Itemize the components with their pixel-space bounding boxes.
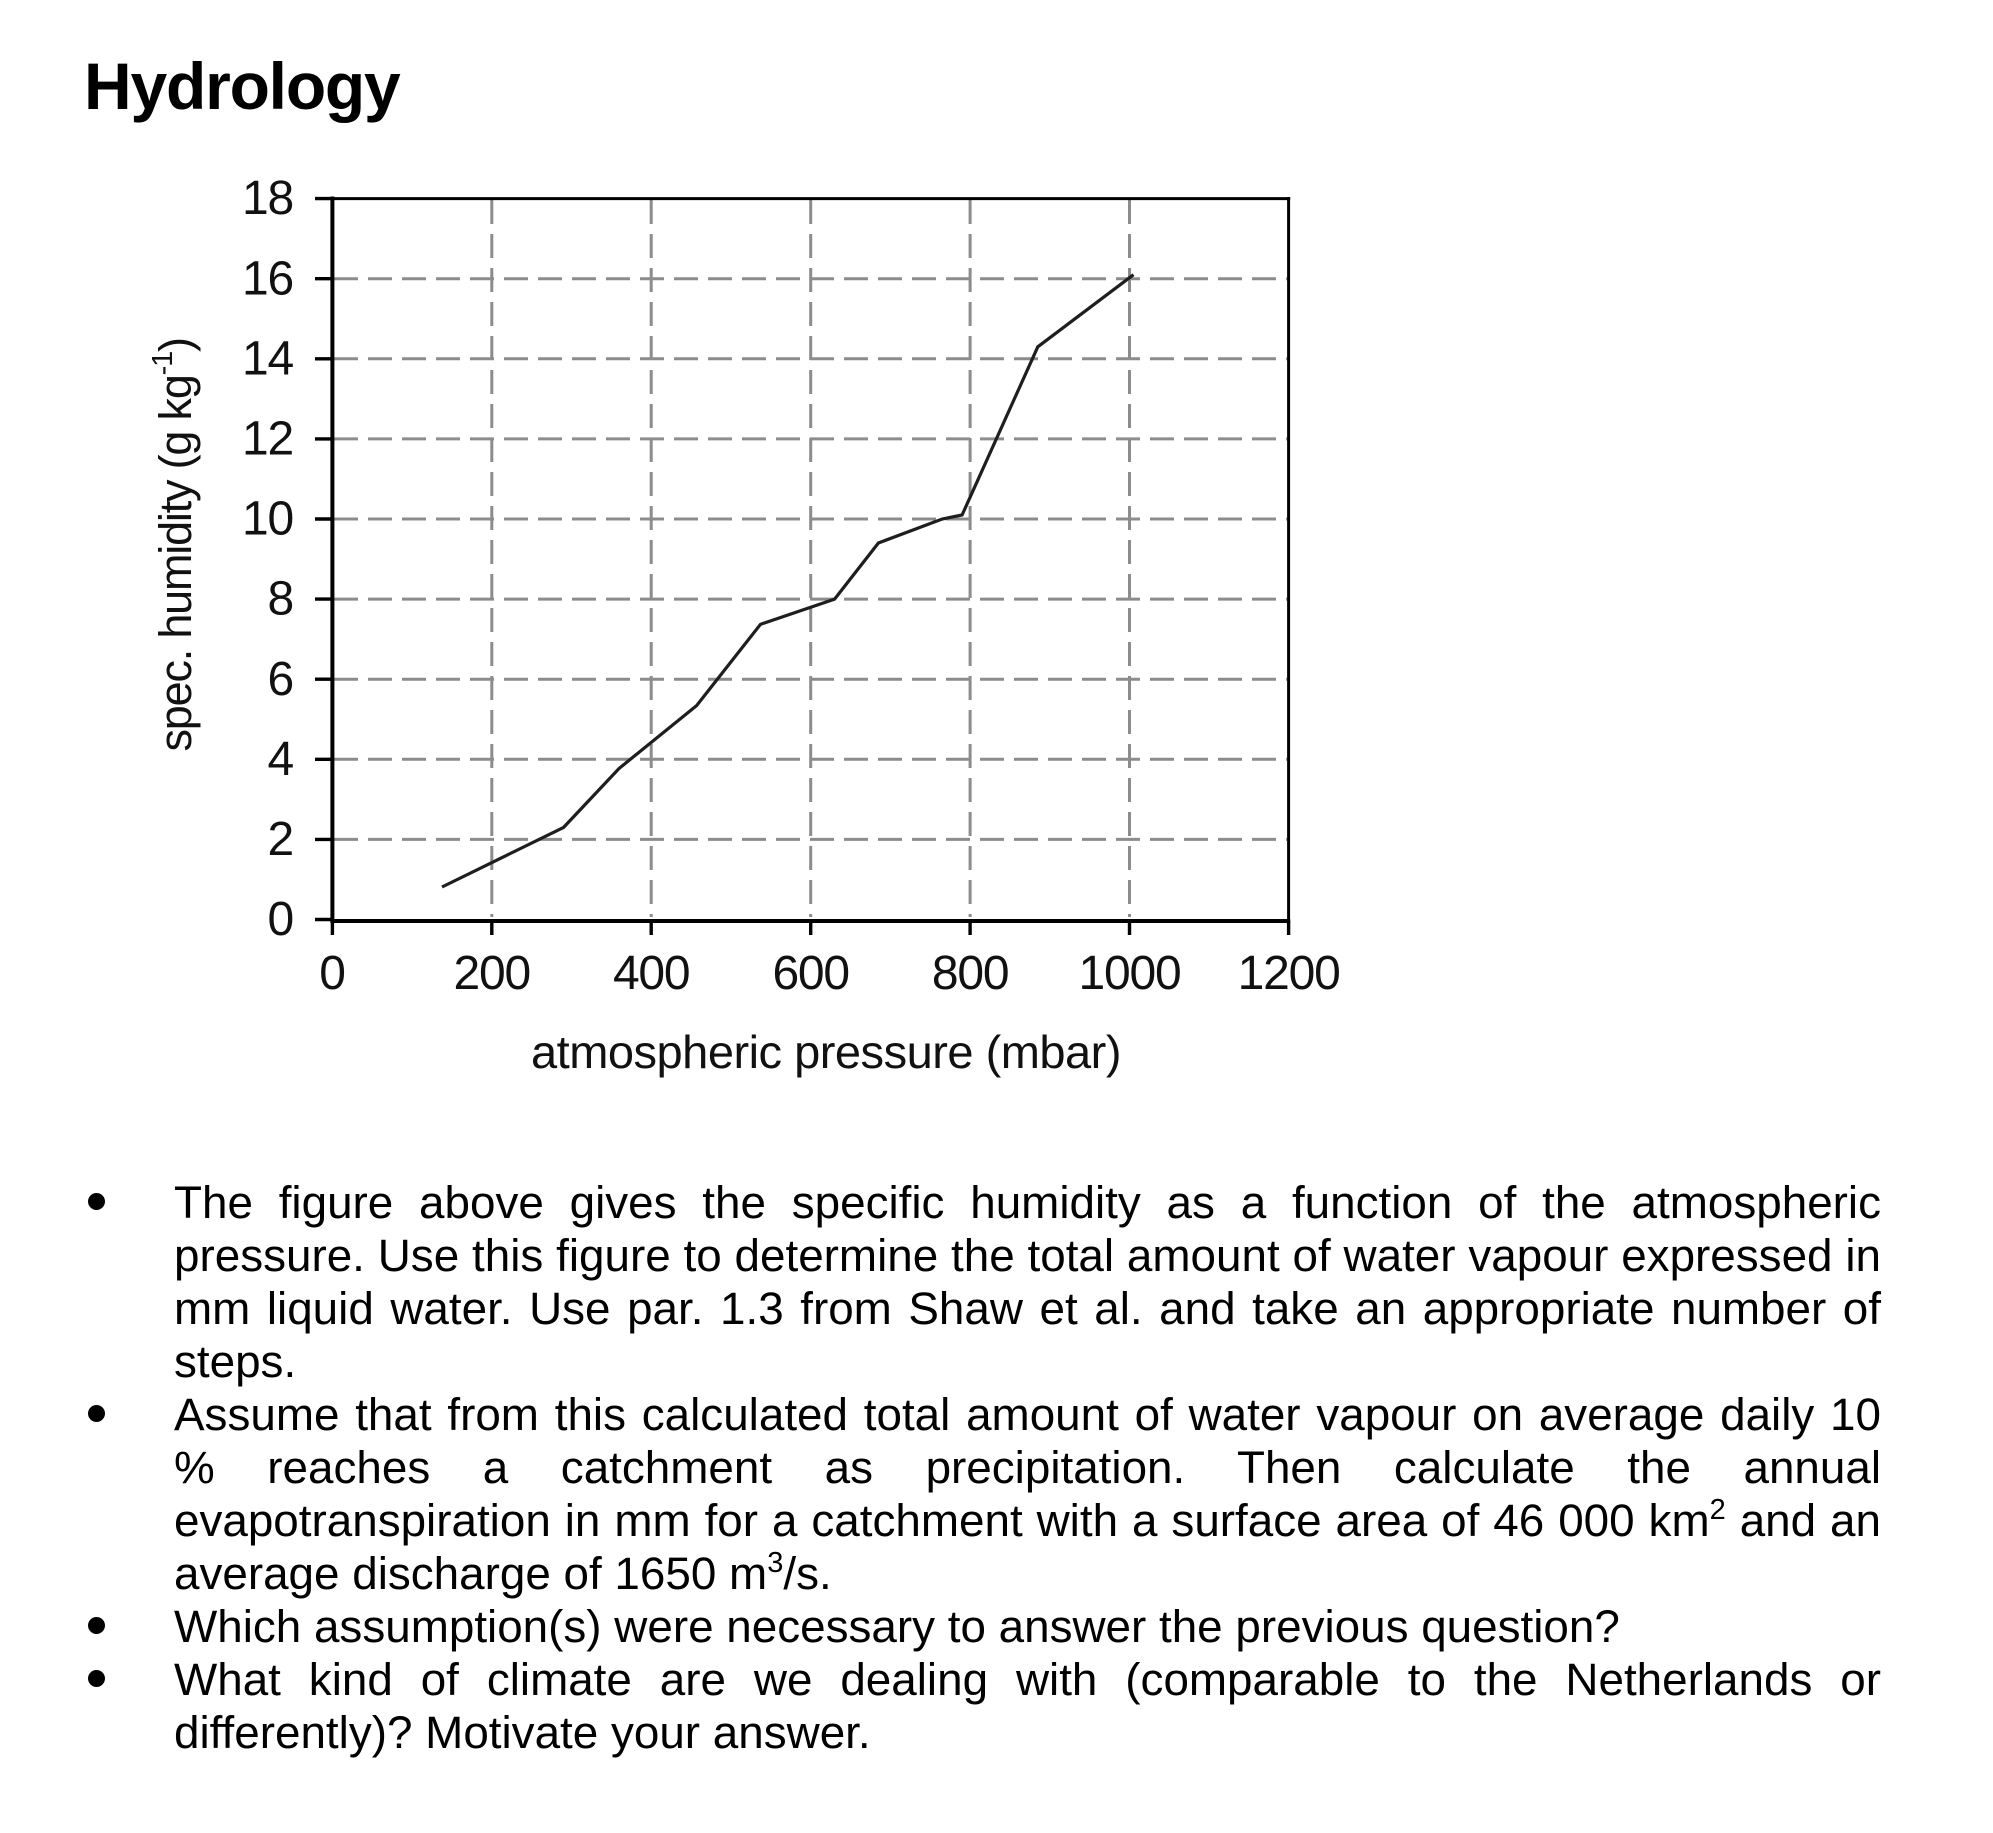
svg-text:6: 6 — [268, 653, 294, 706]
svg-text:2: 2 — [268, 813, 294, 866]
svg-text:0: 0 — [319, 947, 345, 1000]
svg-text:18: 18 — [242, 172, 293, 225]
svg-text:atmospheric pressure (mbar): atmospheric pressure (mbar) — [531, 1026, 1121, 1078]
svg-text:8: 8 — [268, 573, 294, 626]
svg-text:800: 800 — [932, 947, 1009, 1000]
svg-text:600: 600 — [772, 947, 849, 1000]
svg-text:200: 200 — [454, 947, 531, 1000]
svg-text:1000: 1000 — [1079, 947, 1181, 1000]
svg-text:4: 4 — [268, 733, 294, 786]
svg-text:10: 10 — [242, 493, 293, 546]
svg-text:12: 12 — [242, 413, 293, 466]
svg-text:0: 0 — [268, 893, 294, 946]
svg-text:spec. humidity (g kg-1): spec. humidity (g kg-1) — [147, 338, 201, 751]
svg-text:16: 16 — [242, 252, 293, 305]
svg-text:400: 400 — [613, 947, 690, 1000]
svg-text:14: 14 — [242, 332, 293, 385]
svg-text:1200: 1200 — [1238, 947, 1340, 1000]
